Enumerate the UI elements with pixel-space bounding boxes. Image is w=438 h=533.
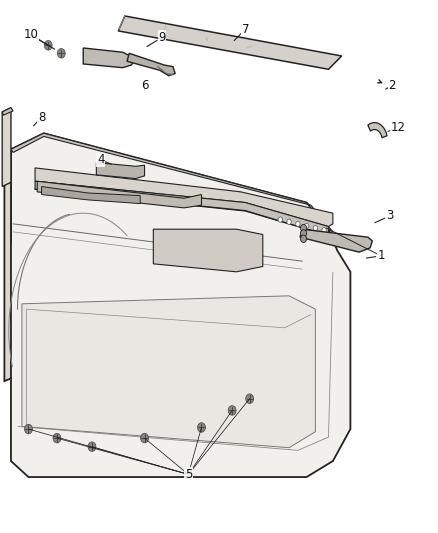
Circle shape <box>57 49 65 58</box>
Circle shape <box>304 223 309 229</box>
Polygon shape <box>2 108 11 187</box>
Circle shape <box>44 41 52 50</box>
Polygon shape <box>96 163 145 179</box>
Circle shape <box>300 230 307 237</box>
Circle shape <box>25 424 32 434</box>
Polygon shape <box>118 16 342 69</box>
Polygon shape <box>11 133 333 232</box>
Circle shape <box>287 219 291 224</box>
Circle shape <box>228 406 236 415</box>
Polygon shape <box>4 128 11 381</box>
Polygon shape <box>37 181 201 208</box>
Polygon shape <box>35 168 333 227</box>
Polygon shape <box>368 123 387 138</box>
Text: 12: 12 <box>391 122 406 134</box>
Text: 10: 10 <box>23 28 38 41</box>
Polygon shape <box>22 296 315 448</box>
Text: 1: 1 <box>377 249 385 262</box>
Circle shape <box>300 235 307 243</box>
Circle shape <box>198 423 205 432</box>
Text: 8: 8 <box>38 111 45 124</box>
Text: 2: 2 <box>388 79 396 92</box>
Circle shape <box>313 225 318 231</box>
Text: 5: 5 <box>185 468 192 481</box>
Polygon shape <box>300 229 372 252</box>
Circle shape <box>88 442 96 451</box>
Polygon shape <box>35 181 329 236</box>
Circle shape <box>53 433 61 443</box>
Polygon shape <box>127 53 175 76</box>
Text: 7: 7 <box>241 23 249 36</box>
Polygon shape <box>153 229 263 272</box>
Text: 4: 4 <box>97 154 105 166</box>
Text: 6: 6 <box>141 79 148 92</box>
Polygon shape <box>7 133 350 477</box>
Circle shape <box>278 217 283 222</box>
Polygon shape <box>83 48 136 68</box>
Circle shape <box>246 394 254 403</box>
Circle shape <box>296 221 300 227</box>
Text: 3: 3 <box>386 209 393 222</box>
Text: 9: 9 <box>158 31 166 44</box>
Circle shape <box>322 228 326 233</box>
Circle shape <box>300 224 307 232</box>
Circle shape <box>141 433 148 443</box>
Polygon shape <box>42 187 140 204</box>
Polygon shape <box>2 108 13 115</box>
